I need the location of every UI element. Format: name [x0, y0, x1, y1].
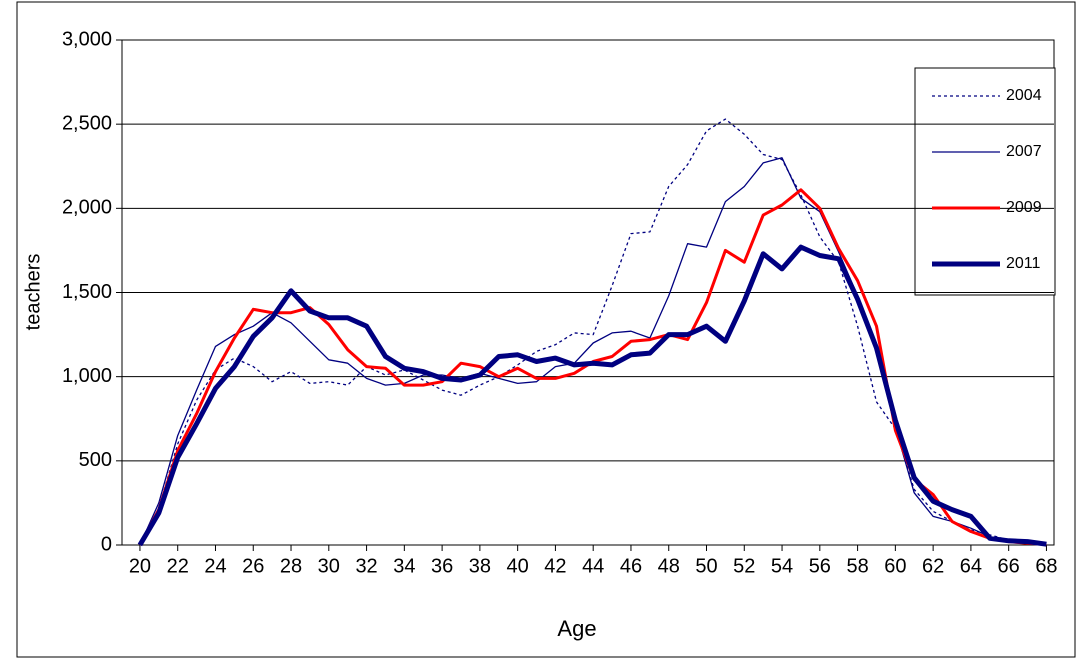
y-tick-label: 1,000	[62, 365, 112, 387]
y-axis-label: teachers	[22, 254, 44, 331]
x-tick-label: 20	[129, 555, 151, 577]
legend-box	[914, 67, 1056, 296]
x-tick-label: 54	[771, 555, 793, 577]
x-tick-label: 30	[318, 555, 340, 577]
x-tick-label: 66	[998, 555, 1020, 577]
y-tick-label: 2,500	[62, 112, 112, 134]
x-tick-label: 60	[884, 555, 906, 577]
x-tick-label: 22	[167, 555, 189, 577]
legend-label: 2011	[1006, 255, 1041, 272]
x-tick-label: 38	[469, 555, 491, 577]
x-tick-label: 64	[960, 555, 982, 577]
x-tick-label: 42	[544, 555, 566, 577]
x-tick-label: 36	[431, 555, 453, 577]
x-axis-label: Age	[557, 616, 596, 641]
x-tick-label: 68	[1035, 555, 1057, 577]
x-tick-label: 56	[809, 555, 831, 577]
x-tick-label: 50	[695, 555, 717, 577]
legend-label: 2004	[1006, 87, 1042, 104]
x-tick-label: 32	[355, 555, 377, 577]
x-tick-label: 46	[620, 555, 642, 577]
legend-label: 2007	[1006, 143, 1042, 160]
series-line	[137, 244, 1047, 547]
x-tick-label: 44	[582, 555, 604, 577]
x-tick-label: 62	[922, 555, 944, 577]
x-tick-label: 28	[280, 555, 302, 577]
x-tick-label: 24	[204, 555, 226, 577]
y-tick-label: 0	[101, 533, 112, 555]
y-tick-label: 1,500	[62, 281, 112, 303]
x-tick-label: 58	[846, 555, 868, 577]
y-tick-label: 500	[79, 449, 112, 471]
y-tick-label: 2,000	[62, 197, 112, 219]
x-tick-label: 34	[393, 555, 415, 577]
x-tick-label: 52	[733, 555, 755, 577]
series-line	[139, 118, 1047, 546]
x-tick-label: 48	[658, 555, 680, 577]
y-tick-label: 3,000	[62, 28, 112, 50]
legend-label: 2009	[1006, 199, 1042, 216]
x-tick-label: 26	[242, 555, 264, 577]
x-tick-label: 40	[507, 555, 529, 577]
